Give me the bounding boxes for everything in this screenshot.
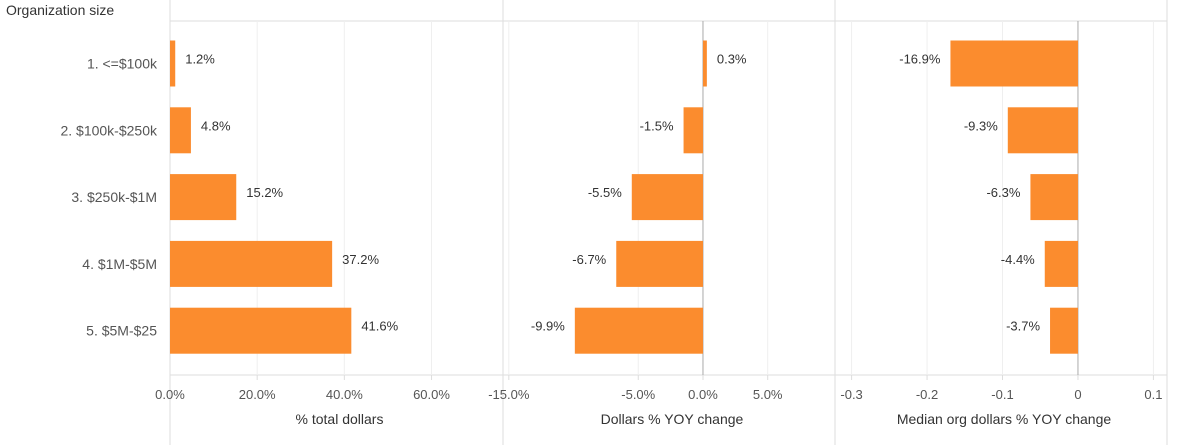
- axis-title: % total dollars: [296, 411, 384, 427]
- data-label: -6.7%: [572, 252, 606, 267]
- tick-label: 0.0%: [688, 387, 718, 402]
- bar: [170, 40, 176, 87]
- data-label: -9.3%: [964, 118, 998, 133]
- tick-label: 60.0%: [413, 387, 450, 402]
- category-label: 4. $1M-$5M: [82, 256, 157, 272]
- tick-label: 0.1: [1144, 387, 1162, 402]
- axis-title: Dollars % YOY change: [601, 411, 744, 427]
- tick-label: -0.1: [991, 387, 1013, 402]
- bar: [702, 40, 707, 87]
- tick-label: -0.2: [916, 387, 938, 402]
- data-label: 41.6%: [361, 319, 398, 334]
- data-label: -9.9%: [531, 319, 565, 334]
- bar: [1030, 174, 1078, 221]
- bar: [631, 174, 703, 221]
- tick-label: -15.0%: [488, 387, 530, 402]
- column-header: Organization size: [6, 2, 115, 18]
- tick-label: 40.0%: [326, 387, 363, 402]
- bar: [616, 240, 703, 287]
- tick-label: -0.3: [840, 387, 862, 402]
- bar: [683, 107, 703, 154]
- data-label: 0.3%: [717, 52, 747, 67]
- tick-label: 20.0%: [239, 387, 276, 402]
- axis-title: Median org dollars % YOY change: [897, 411, 1111, 427]
- tick-label: 5.0%: [753, 387, 783, 402]
- data-label: 15.2%: [246, 185, 283, 200]
- bar: [950, 40, 1078, 87]
- data-label: -5.5%: [588, 185, 622, 200]
- bar: [1044, 240, 1078, 287]
- tick-label: 0.0%: [155, 387, 185, 402]
- category-label: 2. $100k-$250k: [60, 122, 158, 138]
- data-label: -3.7%: [1006, 319, 1040, 334]
- bar: [170, 240, 333, 287]
- tick-label: -5.0%: [621, 387, 655, 402]
- bar: [170, 107, 191, 154]
- data-label: 37.2%: [342, 252, 379, 267]
- tick-label: 0: [1074, 387, 1081, 402]
- bar: [574, 307, 703, 354]
- category-label: 5. $5M-$25: [86, 323, 157, 339]
- bar: [1007, 107, 1078, 154]
- bar: [170, 307, 352, 354]
- data-label: 1.2%: [185, 52, 215, 67]
- data-label: 4.8%: [201, 118, 231, 133]
- category-label: 1. <=$100k: [87, 56, 158, 72]
- data-label: -1.5%: [640, 118, 674, 133]
- bar: [1050, 307, 1078, 354]
- category-label: 3. $250k-$1M: [71, 189, 157, 205]
- data-label: -6.3%: [986, 185, 1020, 200]
- data-label: -16.9%: [899, 52, 941, 67]
- data-label: -4.4%: [1001, 252, 1035, 267]
- bar: [170, 174, 237, 221]
